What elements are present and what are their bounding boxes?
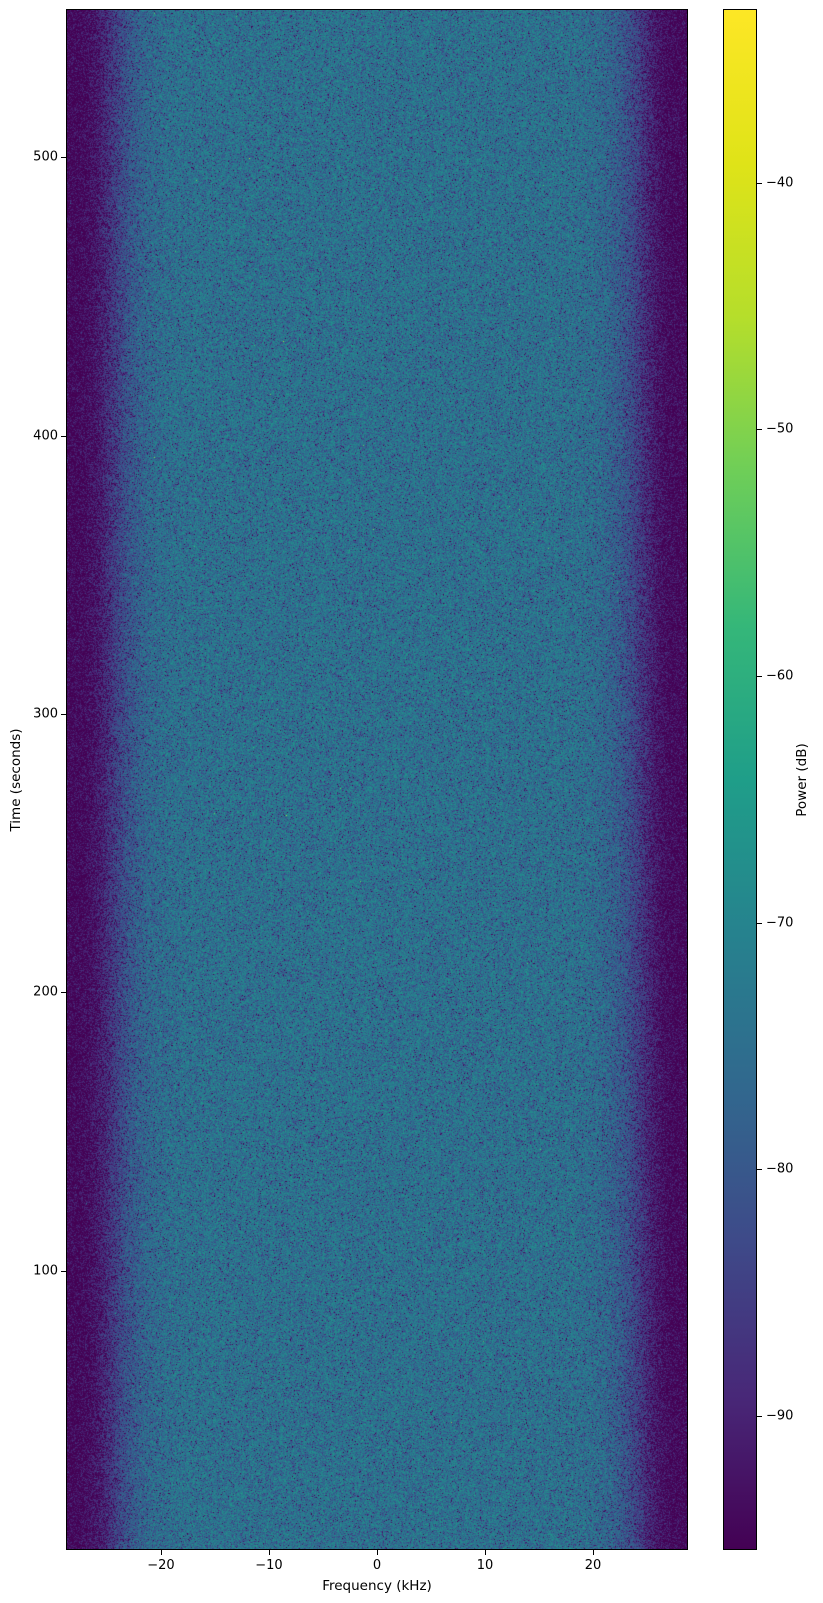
colorbar-tick xyxy=(757,183,762,184)
colorbar-tick-label: −60 xyxy=(766,669,793,682)
colorbar xyxy=(723,9,757,1550)
y-tick-label: 100 xyxy=(33,1264,58,1277)
y-tick-label: 200 xyxy=(33,986,58,999)
x-tick-label: −10 xyxy=(255,1559,282,1572)
colorbar-tick xyxy=(757,429,762,430)
y-tick xyxy=(61,992,66,993)
colorbar-tick-label: −90 xyxy=(766,1409,793,1422)
colorbar-tick-label: −80 xyxy=(766,1163,793,1176)
x-tick xyxy=(269,1550,270,1555)
y-tick xyxy=(61,157,66,158)
colorbar-tick-label: −40 xyxy=(766,176,793,189)
colorbar-tick-label: −50 xyxy=(766,423,793,436)
x-tick xyxy=(377,1550,378,1555)
x-tick-label: 0 xyxy=(373,1559,381,1572)
y-tick xyxy=(61,714,66,715)
x-tick xyxy=(161,1550,162,1555)
colorbar-tick-label: −70 xyxy=(766,916,793,929)
y-tick-label: 300 xyxy=(33,708,58,721)
colorbar-tick xyxy=(757,676,762,677)
spectrogram-heatmap xyxy=(66,9,688,1550)
y-tick xyxy=(61,436,66,437)
colorbar-label: Power (dB) xyxy=(794,743,810,816)
x-tick-label: 20 xyxy=(585,1559,602,1572)
y-tick-label: 500 xyxy=(33,151,58,164)
x-tick xyxy=(593,1550,594,1555)
y-tick-label: 400 xyxy=(33,429,58,442)
x-axis-label: Frequency (kHz) xyxy=(322,1578,432,1594)
x-tick-label: 10 xyxy=(477,1559,494,1572)
x-tick xyxy=(485,1550,486,1555)
y-tick xyxy=(61,1271,66,1272)
y-axis-label: Time (seconds) xyxy=(8,728,24,831)
colorbar-tick xyxy=(757,1416,762,1417)
colorbar-tick xyxy=(757,923,762,924)
colorbar-tick xyxy=(757,1169,762,1170)
spectrogram-figure: −20 −10 0 10 20 100 200 300 400 500 −40 −50 −60 −70… xyxy=(0,0,823,1603)
x-tick-label: −20 xyxy=(147,1559,174,1572)
